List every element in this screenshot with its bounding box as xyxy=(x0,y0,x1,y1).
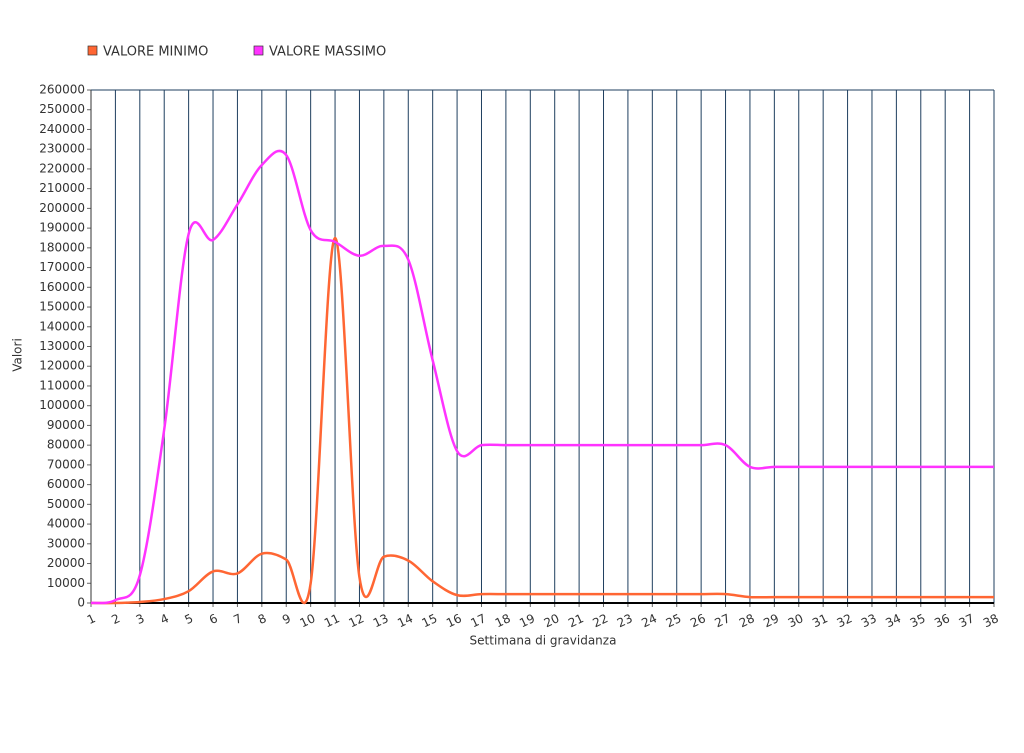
x-tick-label: 23 xyxy=(615,611,635,630)
y-tick-label: 60000 xyxy=(47,477,85,491)
x-tick-label: 27 xyxy=(713,611,733,630)
y-tick-label: 150000 xyxy=(39,300,85,314)
y-tick-label: 230000 xyxy=(39,142,85,156)
x-tick-label: 32 xyxy=(835,611,855,630)
y-tick-label: 260000 xyxy=(39,83,85,97)
y-tick-label: 50000 xyxy=(47,497,85,511)
x-tick-label: 14 xyxy=(395,611,415,630)
y-tick-label: 250000 xyxy=(39,102,85,116)
y-tick-label: 40000 xyxy=(47,517,85,531)
x-tick-label: 26 xyxy=(688,611,708,630)
x-tick-label: 7 xyxy=(231,611,244,627)
series-line xyxy=(90,236,994,605)
y-tick-label: 130000 xyxy=(39,339,85,353)
x-tick-label: 29 xyxy=(761,611,781,630)
x-tick-label: 20 xyxy=(542,611,562,630)
legend-label: VALORE MASSIMO xyxy=(269,45,386,60)
x-tick-label: 5 xyxy=(183,611,196,627)
x-tick-label: 34 xyxy=(883,611,903,630)
y-tick-label: 160000 xyxy=(39,280,85,294)
y-tick-label: 0 xyxy=(77,596,85,610)
x-tick-label: 16 xyxy=(444,611,464,630)
y-tick-label: 240000 xyxy=(39,122,85,136)
x-axis-label: Settimana di gravidanza xyxy=(470,634,617,648)
x-tick-label: 36 xyxy=(932,611,952,630)
y-tick-label: 210000 xyxy=(39,181,85,195)
y-tick-label: 10000 xyxy=(47,576,85,590)
x-tick-label: 10 xyxy=(298,611,318,630)
x-tick-label: 15 xyxy=(420,611,440,630)
y-tick-label: 110000 xyxy=(39,378,85,392)
x-tick-label: 28 xyxy=(737,611,757,630)
x-tick-label: 4 xyxy=(158,611,171,627)
x-tick-label: 11 xyxy=(322,611,342,630)
x-tick-label: 2 xyxy=(109,611,122,627)
x-tick-label: 1 xyxy=(85,611,98,627)
y-tick-label: 30000 xyxy=(47,536,85,550)
x-tick-label: 38 xyxy=(981,611,1001,630)
x-tick-label: 18 xyxy=(493,611,513,630)
x-tick-label: 21 xyxy=(566,611,586,630)
y-tick-label: 80000 xyxy=(47,438,85,452)
legend-swatch xyxy=(253,45,264,56)
x-tick-label: 17 xyxy=(468,611,488,630)
x-tick-label: 8 xyxy=(256,611,269,627)
x-tick-label: 13 xyxy=(371,611,391,630)
x-tick-label: 30 xyxy=(786,611,806,630)
y-tick-label: 220000 xyxy=(39,161,85,175)
x-tick-label: 24 xyxy=(639,611,659,630)
y-tick-label: 170000 xyxy=(39,260,85,274)
y-tick-label: 200000 xyxy=(39,201,85,215)
x-tick-label: 6 xyxy=(207,611,220,627)
x-tick-label: 31 xyxy=(810,611,830,630)
x-tick-label: 22 xyxy=(590,611,610,630)
x-tick-label: 33 xyxy=(859,611,879,630)
y-tick-label: 140000 xyxy=(39,319,85,333)
series-line xyxy=(90,149,994,605)
x-tick-label: 25 xyxy=(664,611,684,630)
y-tick-label: 20000 xyxy=(47,556,85,570)
x-tick-label: 37 xyxy=(957,611,977,630)
x-tick-label: 3 xyxy=(134,611,147,627)
x-tick-label: 19 xyxy=(517,611,537,630)
y-tick-label: 190000 xyxy=(39,221,85,235)
x-tick-label: 35 xyxy=(908,611,928,630)
legend-swatch xyxy=(87,45,98,56)
legend-label: VALORE MINIMO xyxy=(103,45,208,60)
y-tick-label: 180000 xyxy=(39,240,85,254)
x-tick-label: 12 xyxy=(346,611,366,630)
y-tick-label: 100000 xyxy=(39,398,85,412)
y-tick-label: 90000 xyxy=(47,418,85,432)
y-tick-label: 70000 xyxy=(47,457,85,471)
y-tick-label: 120000 xyxy=(39,359,85,373)
y-axis-label: Valori xyxy=(11,338,25,372)
x-tick-label: 9 xyxy=(280,611,293,627)
